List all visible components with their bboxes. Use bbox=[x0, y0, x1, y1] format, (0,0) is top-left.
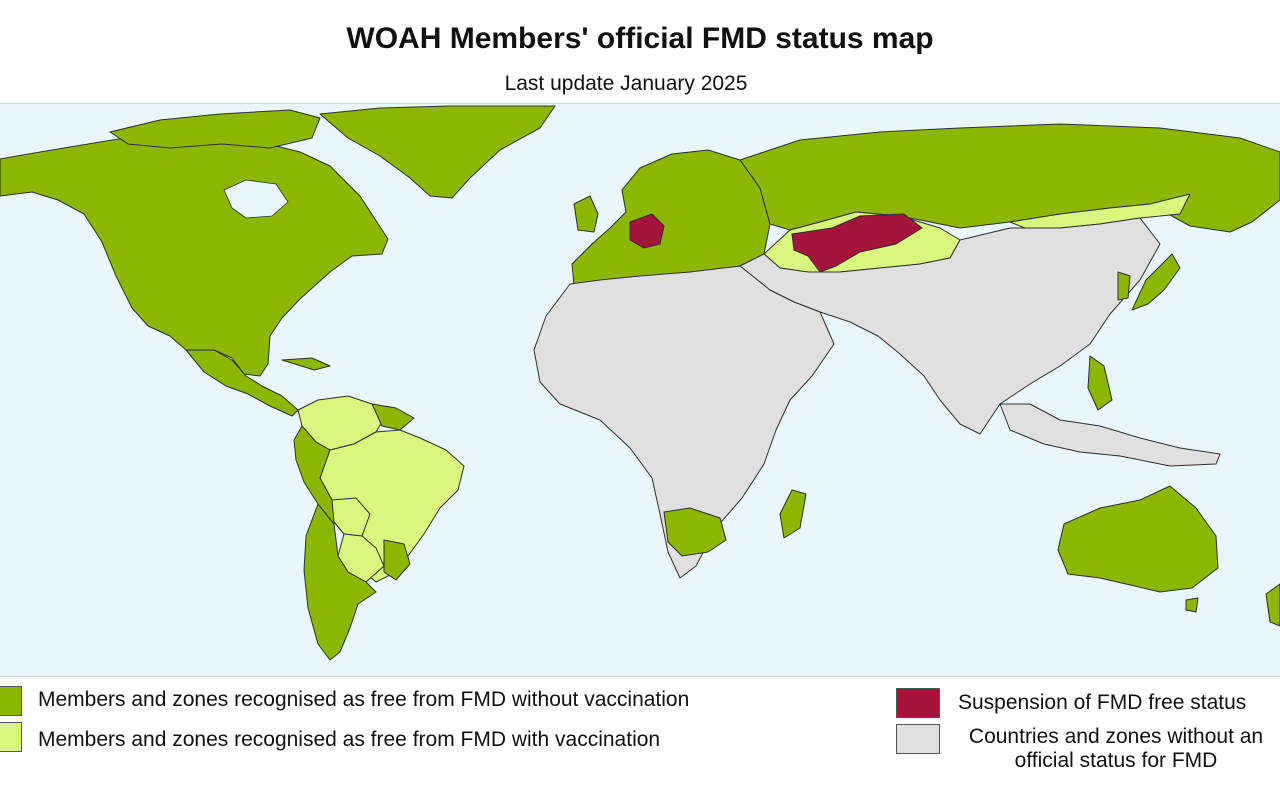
region-australia bbox=[1057, 485, 1219, 593]
region-arctic-islands bbox=[109, 109, 321, 149]
region-british-isles bbox=[573, 195, 599, 233]
region-asia-no-status bbox=[739, 217, 1161, 435]
region-north-america bbox=[0, 131, 389, 377]
legend-no-status: Countries and zones without an official … bbox=[896, 722, 1276, 773]
legend-label-no-status-line2: official status for FMD bbox=[1014, 749, 1218, 772]
legend-label-no-status-line1: Countries and zones without an bbox=[968, 725, 1264, 748]
legend-swatch-free-without-vaccination bbox=[0, 686, 22, 716]
legend-label-free-with-vaccination: Members and zones recognised as free fro… bbox=[38, 728, 661, 751]
region-japan bbox=[1131, 253, 1181, 311]
region-new-zealand bbox=[1265, 583, 1280, 627]
legend-label-suspension: Suspension of FMD free status bbox=[958, 691, 1247, 714]
legend-free-with-vaccination: Members and zones recognised as free fro… bbox=[0, 722, 660, 752]
legend-swatch-free-with-vaccination bbox=[0, 722, 22, 752]
region-uruguay bbox=[383, 539, 411, 581]
region-guianas bbox=[371, 403, 415, 431]
region-southern-cone bbox=[303, 503, 377, 661]
region-tasmania bbox=[1185, 597, 1199, 613]
region-southern-africa-free bbox=[663, 507, 727, 557]
legend-label-free-without-vaccination: Members and zones recognised as free fro… bbox=[38, 688, 690, 711]
region-caribbean bbox=[281, 357, 331, 371]
region-philippines bbox=[1087, 355, 1113, 411]
world-map bbox=[0, 103, 1280, 677]
region-kazakhstan[interactable] bbox=[791, 213, 923, 273]
legend-label-no-status: Countries and zones without an official … bbox=[956, 725, 1276, 773]
legend-swatch-suspension bbox=[896, 688, 940, 718]
region-southeast-asia bbox=[999, 403, 1221, 467]
region-madagascar bbox=[779, 489, 807, 539]
region-korea bbox=[1117, 271, 1131, 301]
legend-swatch-no-status bbox=[896, 724, 940, 754]
world-map-canvas bbox=[0, 105, 1280, 661]
region-africa bbox=[533, 265, 835, 579]
region-germany[interactable] bbox=[629, 213, 665, 249]
map-subtitle: Last update January 2025 bbox=[504, 72, 748, 95]
map-title: WOAH Members' official FMD status map bbox=[346, 22, 934, 55]
legend-suspension: Suspension of FMD free status bbox=[896, 688, 1246, 718]
region-greenland bbox=[319, 105, 556, 199]
region-hudson-bay bbox=[223, 179, 289, 219]
legend-free-without-vaccination: Members and zones recognised as free fro… bbox=[0, 686, 689, 716]
region-russia bbox=[739, 123, 1280, 233]
